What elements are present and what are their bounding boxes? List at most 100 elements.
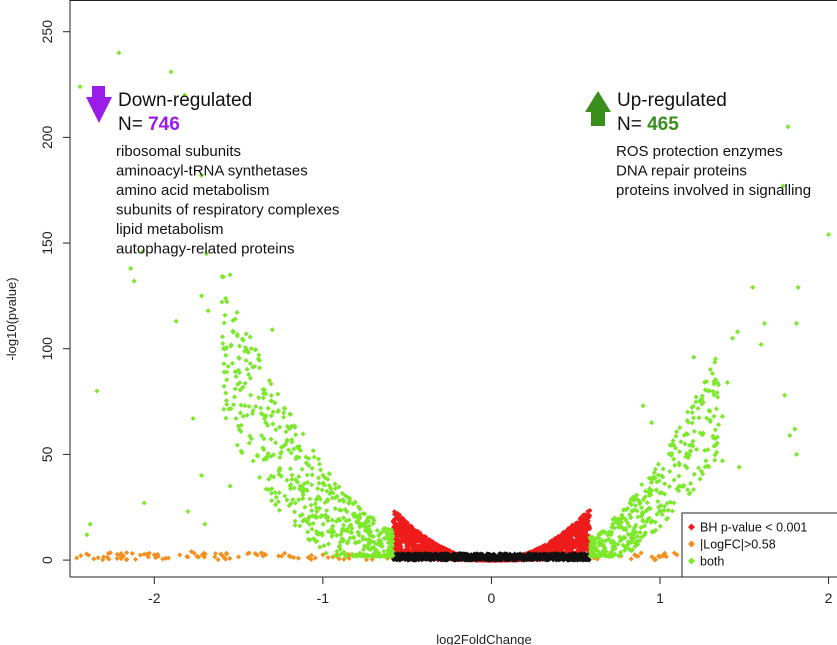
data-point-logfc — [114, 555, 120, 561]
data-point-logfc — [628, 556, 634, 562]
data-point-both — [785, 124, 791, 130]
x-tick-label: 1 — [656, 590, 664, 606]
data-point-both — [296, 497, 302, 503]
data-point-both — [693, 446, 700, 453]
data-point-both — [243, 331, 249, 337]
y-tick-label: 250 — [39, 20, 55, 44]
data-point-both — [248, 346, 254, 352]
data-point-both — [240, 413, 246, 419]
y-tick-label: 200 — [39, 125, 55, 149]
data-point-both — [289, 472, 295, 478]
data-point-logfc — [91, 556, 97, 562]
data-point-both — [198, 293, 205, 299]
x-tick-label: -2 — [148, 590, 161, 606]
data-point-both — [329, 517, 335, 523]
up-arrow-icon — [585, 91, 611, 126]
data-point-logfc — [638, 550, 644, 556]
up-regulated-annotation: Up-regulated N= 465 ROS protection enzym… — [585, 90, 811, 199]
data-point-both — [657, 523, 663, 529]
data-point-both — [639, 481, 645, 488]
down-regulated-annotation: Down-regulated N= 746 ribosomal subunits… — [86, 86, 339, 258]
y-tick-label: 0 — [39, 556, 55, 564]
data-point-both — [761, 320, 768, 326]
data-point-both — [236, 343, 243, 349]
data-point-both — [260, 395, 266, 401]
data-point-both — [317, 544, 323, 550]
data-point-both — [248, 392, 254, 398]
data-point-logfc — [227, 555, 233, 561]
data-point-logfc — [101, 554, 107, 560]
data-point-both — [711, 413, 717, 419]
data-point-both — [667, 468, 673, 474]
data-point-both — [256, 395, 262, 401]
data-point-logfc — [177, 552, 183, 558]
y-tick-label: 150 — [39, 231, 55, 255]
data-point-both — [302, 504, 308, 510]
data-point-both — [312, 501, 318, 507]
data-point-both — [691, 487, 697, 493]
data-point-both — [677, 425, 683, 431]
legend-label: BH p-value < 0.001 — [700, 521, 807, 535]
data-point-both — [309, 508, 315, 514]
data-point-both — [671, 500, 677, 506]
data-point-both — [297, 523, 303, 529]
data-point-logfc — [212, 554, 218, 560]
up-regulated-count-line: N= 465 — [617, 114, 679, 135]
data-point-both — [689, 420, 695, 426]
data-point-both — [281, 410, 287, 416]
data-point-logfc — [215, 557, 221, 563]
data-point-both — [269, 327, 275, 333]
data-point-both — [231, 394, 238, 400]
annotation-list-item: lipid metabolism — [116, 221, 224, 238]
data-point-both — [257, 474, 263, 480]
data-point-both — [712, 356, 719, 362]
data-point-both — [792, 426, 798, 432]
data-point-logfc — [118, 553, 124, 559]
data-point-both — [676, 473, 682, 479]
data-point-both — [734, 329, 741, 335]
data-point-logfc — [95, 555, 101, 561]
data-point-both — [736, 464, 742, 470]
data-point-both — [674, 429, 680, 435]
down-n-prefix: N= — [118, 114, 148, 135]
data-point-both — [220, 340, 226, 347]
data-point-both — [252, 347, 258, 353]
data-point-both — [198, 472, 205, 479]
data-point-both — [793, 320, 800, 326]
data-point-both — [696, 415, 702, 421]
data-point-both — [324, 507, 330, 514]
data-point-logfc — [662, 550, 668, 556]
data-point-both — [281, 405, 287, 411]
data-point-both — [640, 403, 646, 409]
down-regulated-title: Down-regulated — [118, 90, 252, 111]
data-point-both — [729, 335, 736, 341]
data-point-both — [782, 392, 788, 398]
data-point-both — [296, 474, 302, 480]
data-point-both — [693, 399, 699, 405]
data-point-both — [253, 403, 259, 410]
data-point-both — [662, 481, 668, 487]
data-point-both — [688, 480, 694, 487]
data-point-both — [287, 411, 293, 417]
data-point-both — [649, 420, 655, 426]
annotation-list-item: ROS protection enzymes — [616, 143, 783, 160]
data-point-both — [304, 472, 310, 478]
data-point-both — [281, 414, 287, 420]
data-point-both — [77, 84, 83, 90]
data-point-logfc — [236, 554, 242, 560]
data-point-both — [219, 299, 225, 305]
data-point-both — [168, 69, 174, 75]
data-point-both — [758, 341, 764, 348]
data-point-both — [671, 477, 677, 483]
data-point-both — [319, 487, 325, 493]
legend-label: both — [700, 555, 724, 569]
data-point-both — [173, 318, 179, 324]
data-point-both — [283, 429, 289, 435]
data-point-both — [223, 390, 229, 396]
data-point-both — [190, 415, 196, 422]
data-point-both — [229, 360, 235, 366]
data-point-both — [275, 391, 281, 397]
data-point-both — [315, 486, 321, 492]
